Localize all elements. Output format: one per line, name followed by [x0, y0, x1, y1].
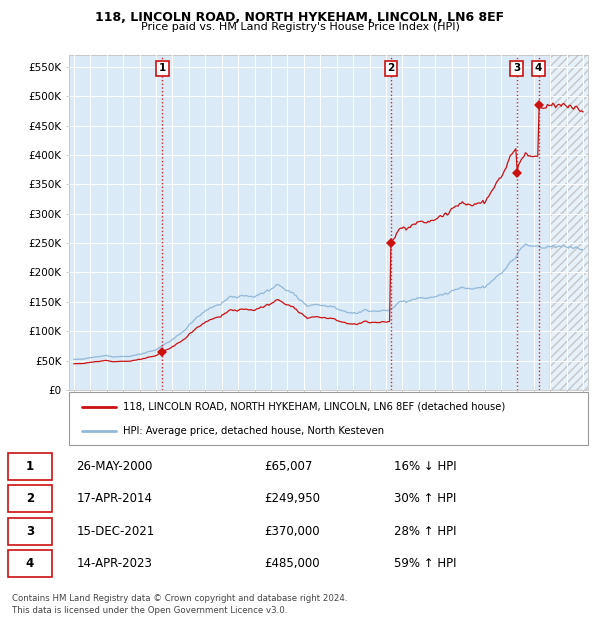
Text: 118, LINCOLN ROAD, NORTH HYKEHAM, LINCOLN, LN6 8EF: 118, LINCOLN ROAD, NORTH HYKEHAM, LINCOL…	[95, 11, 505, 24]
Text: 118, LINCOLN ROAD, NORTH HYKEHAM, LINCOLN, LN6 8EF (detached house): 118, LINCOLN ROAD, NORTH HYKEHAM, LINCOL…	[124, 402, 506, 412]
Text: Contains HM Land Registry data © Crown copyright and database right 2024.
This d: Contains HM Land Registry data © Crown c…	[12, 594, 347, 615]
Text: 3: 3	[513, 63, 520, 73]
Text: 4: 4	[535, 63, 542, 73]
FancyBboxPatch shape	[8, 518, 52, 545]
Text: £249,950: £249,950	[265, 492, 321, 505]
FancyBboxPatch shape	[8, 453, 52, 480]
Text: 28% ↑ HPI: 28% ↑ HPI	[394, 525, 457, 538]
Text: £370,000: £370,000	[265, 525, 320, 538]
Bar	[550, 55, 600, 390]
FancyBboxPatch shape	[8, 485, 52, 512]
Text: 26-MAY-2000: 26-MAY-2000	[77, 460, 153, 472]
Text: 59% ↑ HPI: 59% ↑ HPI	[394, 557, 457, 570]
Text: £65,007: £65,007	[265, 460, 313, 472]
Text: 17-APR-2014: 17-APR-2014	[77, 492, 152, 505]
Text: 4: 4	[26, 557, 34, 570]
Text: 3: 3	[26, 525, 34, 538]
Text: Price paid vs. HM Land Registry's House Price Index (HPI): Price paid vs. HM Land Registry's House …	[140, 22, 460, 32]
Text: 30% ↑ HPI: 30% ↑ HPI	[394, 492, 457, 505]
Text: 1: 1	[26, 460, 34, 472]
Text: 1: 1	[158, 63, 166, 73]
FancyBboxPatch shape	[69, 392, 588, 445]
Text: 15-DEC-2021: 15-DEC-2021	[77, 525, 155, 538]
Bar	[550, 55, 600, 390]
Text: 2: 2	[26, 492, 34, 505]
FancyBboxPatch shape	[8, 550, 52, 577]
Text: £485,000: £485,000	[265, 557, 320, 570]
Text: 14-APR-2023: 14-APR-2023	[77, 557, 152, 570]
Text: 16% ↓ HPI: 16% ↓ HPI	[394, 460, 457, 472]
Text: HPI: Average price, detached house, North Kesteven: HPI: Average price, detached house, Nort…	[124, 426, 385, 436]
Text: 2: 2	[387, 63, 394, 73]
